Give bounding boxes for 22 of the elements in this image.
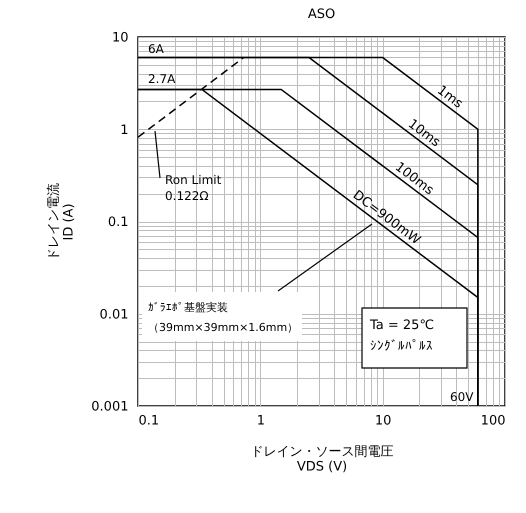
annotation: Ta = 25℃ <box>369 318 434 333</box>
x-tick-label: 100 <box>480 414 506 428</box>
y-tick-label: 10 <box>112 30 128 46</box>
y-tick-label: 0.1 <box>108 215 128 230</box>
x-tick-label: 10 <box>374 414 392 428</box>
annotation: 60V <box>450 390 474 404</box>
y-tick-label: 0.001 <box>91 400 128 414</box>
y-axis-title: ドレイン電流 ID (A) <box>45 183 76 261</box>
annotation: ｼﾝｸﾞﾙﾊﾟﾙｽ <box>370 339 433 354</box>
x-tick-label: 1 <box>256 414 265 428</box>
x-tick-label: 0.1 <box>138 414 160 428</box>
y-tick-label: 0.01 <box>100 307 128 322</box>
y-tick-label: 1 <box>120 122 128 138</box>
annotation: ｶﾞﾗｴﾎﾟ基盤実装 <box>148 301 228 314</box>
annotation: （39mm×39mm×1.6mm） <box>148 321 298 334</box>
chart-title: ASO <box>308 7 336 22</box>
x-axis-title: ドレイン・ソース間電圧 VDS (V) <box>250 444 394 474</box>
text: 1ms <box>434 83 466 112</box>
annotation: Ron Limit <box>165 173 222 187</box>
annotation: 0.122Ω <box>165 189 209 203</box>
annotation: 2.7A <box>148 72 176 86</box>
annotation: 6A <box>148 42 165 56</box>
